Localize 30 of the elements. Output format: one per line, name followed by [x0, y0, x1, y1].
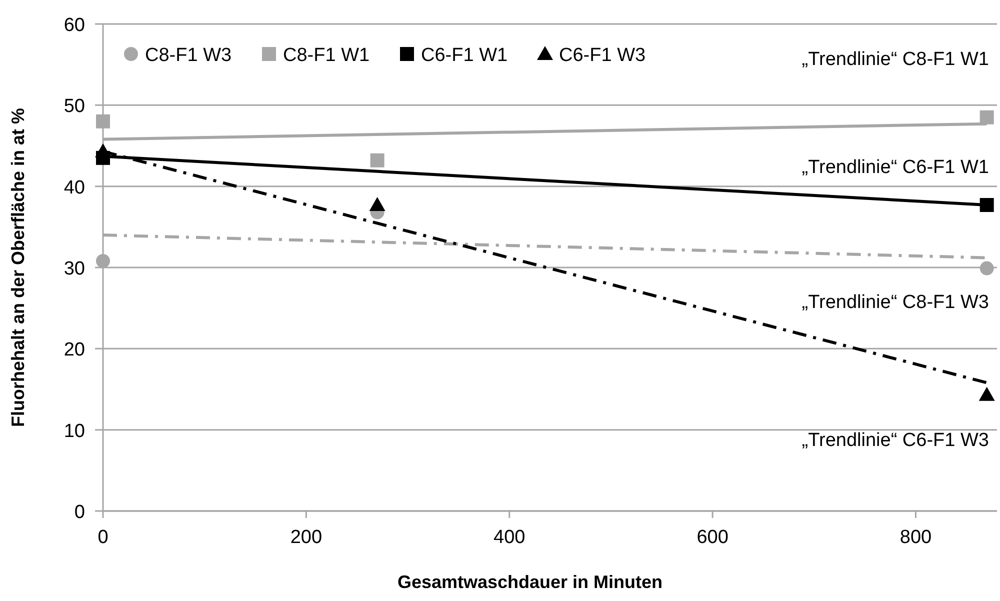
x-axis-title: Gesamtwaschdauer in Minuten	[397, 572, 663, 592]
point	[96, 114, 110, 128]
legend-label: C6-F1 W3	[559, 45, 646, 66]
point	[980, 110, 994, 124]
point	[96, 254, 110, 268]
annotation: „Trendlinie“ C6-F1 W3	[802, 430, 989, 451]
x-tick-label: 400	[494, 527, 526, 548]
y-tick-label: 60	[64, 15, 85, 36]
point	[980, 198, 994, 212]
y-axis-title: Fluorhehalt an der Oberfläche in at %	[8, 108, 28, 428]
y-tick-label: 40	[64, 177, 85, 198]
point	[978, 386, 995, 401]
y-tick-label: 20	[64, 340, 85, 361]
y-tick-label: 10	[64, 420, 85, 442]
point	[370, 153, 384, 168]
legend-label: C6-F1 W1	[421, 45, 508, 66]
annotation: „Trendlinie“ C8-F1 W1	[802, 49, 989, 70]
annotation: „Trendlinie“ C8-F1 W3	[802, 292, 989, 313]
x-tick-label: 200	[290, 527, 322, 548]
legend-label: C8-F1 W1	[283, 45, 370, 66]
x-tick-label: 0	[98, 527, 108, 548]
y-tick-label: 50	[64, 96, 85, 118]
y-tick-label: 0	[74, 502, 85, 523]
x-tick-label: 600	[696, 527, 728, 548]
annotation: „Trendlinie“ C6-F1 W1	[802, 157, 989, 178]
x-tick-label: 800	[900, 527, 932, 548]
y-tick-label: 30	[64, 258, 85, 280]
legend-label: C8-F1 W3	[145, 45, 232, 66]
point	[980, 261, 994, 276]
point	[369, 197, 386, 211]
